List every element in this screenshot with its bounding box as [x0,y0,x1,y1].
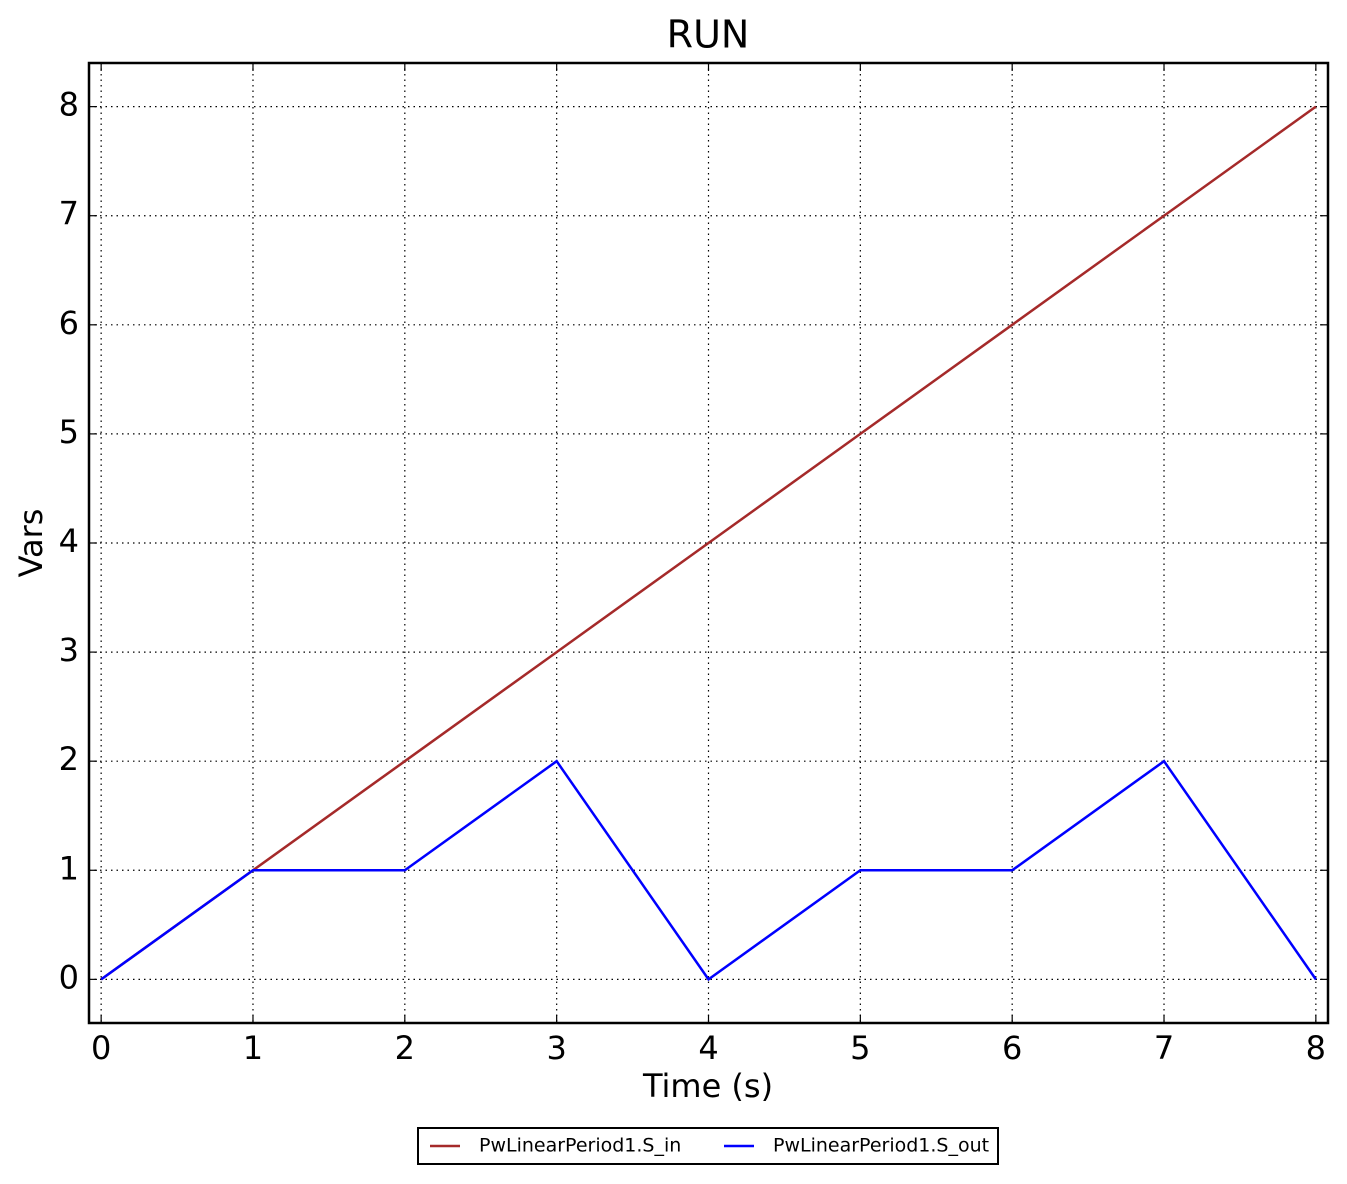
legend-label: PwLinearPeriod1.S_out [773,1135,989,1157]
x-tick-label: 5 [850,1029,870,1067]
y-tick-label: 0 [59,958,79,996]
legend: PwLinearPeriod1.S_in PwLinearPeriod1.S_ou… [417,1127,999,1165]
legend-label: PwLinearPeriod1.S_in [479,1135,681,1157]
x-tick-label: 7 [1154,1029,1174,1067]
x-tick-label: 6 [1002,1029,1022,1067]
y-tick-label: 8 [59,86,79,124]
x-tick-label: 1 [243,1029,263,1067]
x-tick-label: 0 [91,1029,111,1067]
x-tick-label: 8 [1306,1029,1326,1067]
y-tick-label: 2 [59,740,79,778]
y-tick-label: 4 [59,522,79,560]
x-axis-label: Time (s) [642,1067,773,1105]
y-axis-label: Vars [12,509,50,578]
x-tick-label: 4 [698,1029,718,1067]
y-tick-label: 7 [59,195,79,233]
y-tick-label: 6 [59,304,79,342]
y-tick-label: 3 [59,631,79,669]
plot-frame [87,61,1330,1025]
y-tick-label: 1 [59,849,79,887]
chart-title: RUN [667,13,750,57]
x-tick-label: 3 [546,1029,566,1067]
data-line [100,759,1317,982]
x-tick-label: 2 [395,1029,415,1067]
data-line [100,105,1317,981]
y-tick-label: 5 [59,413,79,451]
legend-box [417,1127,999,1165]
